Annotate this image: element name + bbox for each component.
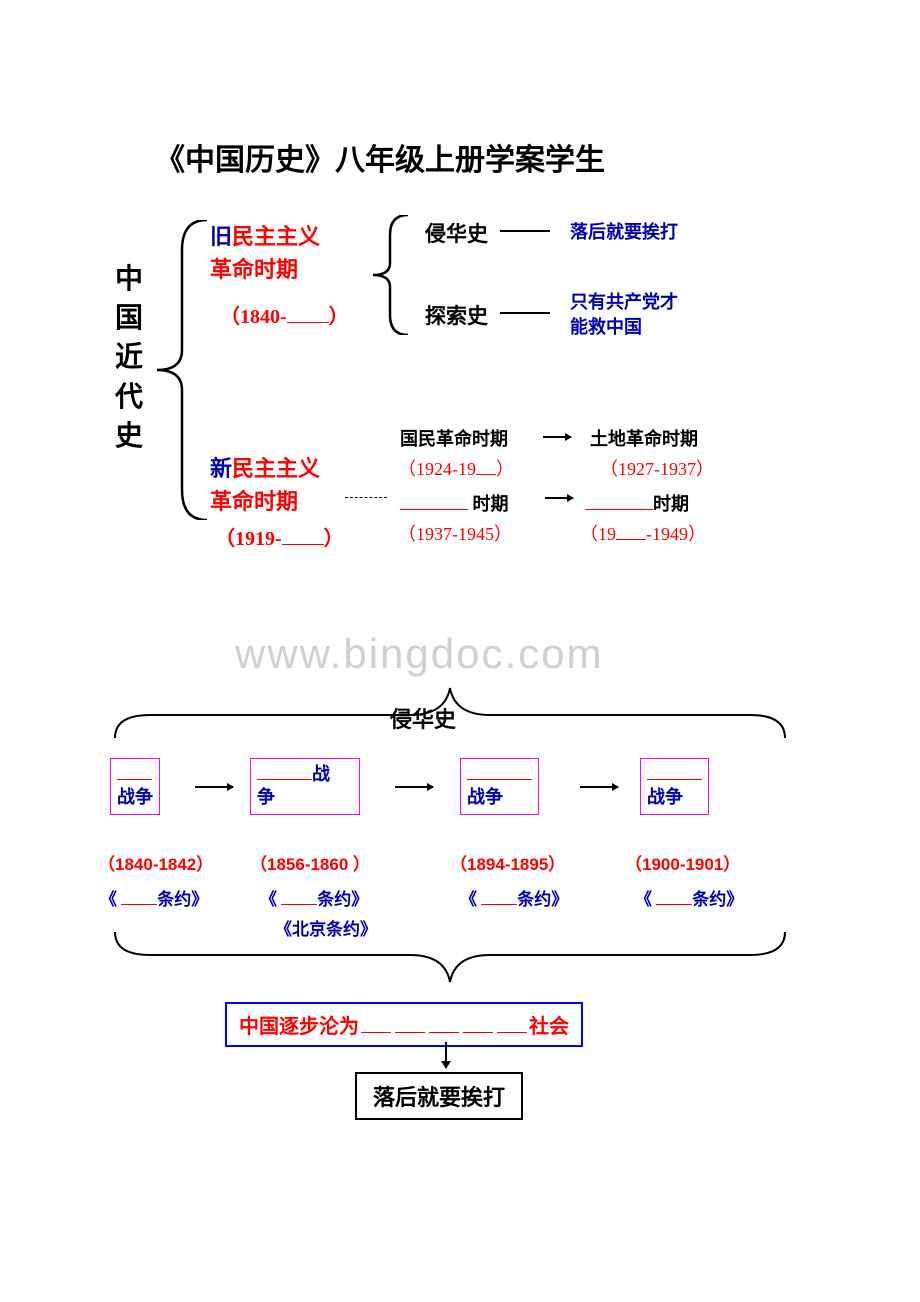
period4-year: （19-1949） [580, 520, 706, 546]
war-year-1: （1840-1842） [98, 850, 213, 875]
war-year-4: （1900-1901） [625, 850, 740, 875]
final-arrow [445, 1042, 447, 1068]
section2-label: 新民主主义革命时期 [210, 452, 320, 518]
note2: 只有共产党才能救中国 [570, 290, 678, 340]
section1-label: 旧民主主义革命时期 [210, 220, 320, 286]
period3: 时期 [400, 490, 509, 516]
treaty-2: 《 条约》 [260, 885, 368, 910]
treaty-3: 《 条约》 [460, 885, 568, 910]
section1-year: （1840-） [220, 300, 349, 329]
period-arrow3 [545, 497, 573, 499]
war-box-2: 战争 [250, 758, 360, 815]
final-box: 落后就要挨打 [355, 1072, 523, 1120]
treaty-4: 《 条约》 [635, 885, 743, 910]
branch2-label: 探索史 [425, 300, 488, 330]
period2-year: （1927-1937） [600, 455, 714, 481]
page-title: 《中国历史》八年级上册学案学生 [155, 135, 605, 179]
period3-year: （1937-1945） [398, 520, 512, 546]
war-year-3: （1894-1895） [450, 850, 565, 875]
arrow2 [500, 312, 550, 314]
war-arrow2 [395, 786, 433, 788]
treaty-1: 《 条约》 [100, 885, 208, 910]
section1-bracket [368, 215, 413, 335]
war-year-2: （1856-1860 ） [250, 850, 370, 875]
section2-year: （1919-） [215, 522, 344, 551]
note1: 落后就要挨打 [570, 218, 678, 244]
main-vertical-label: 中国近代史 [115, 260, 143, 456]
war-box-1: 战争 [110, 758, 160, 815]
period2: 土地革命时期 [590, 425, 698, 451]
period-arrow2 [345, 497, 387, 498]
watermark: www.bingdoc.com [235, 630, 603, 678]
bottom-brace [110, 930, 790, 990]
period1-year: （1924-19） [398, 455, 514, 481]
war-box-3: 战争 [460, 758, 539, 815]
top-brace [110, 680, 790, 740]
war-arrow1 [195, 786, 233, 788]
war-arrow3 [580, 786, 618, 788]
war-box-4: 战争 [640, 758, 709, 815]
branch1-label: 侵华史 [425, 218, 488, 248]
result-box: 中国逐步沦为社会 [225, 1002, 583, 1047]
main-bracket [152, 220, 212, 520]
period-arrow1 [543, 436, 571, 438]
period4: 时期 [585, 490, 689, 516]
period1: 国民革命时期 [400, 425, 508, 451]
arrow1 [500, 230, 550, 232]
